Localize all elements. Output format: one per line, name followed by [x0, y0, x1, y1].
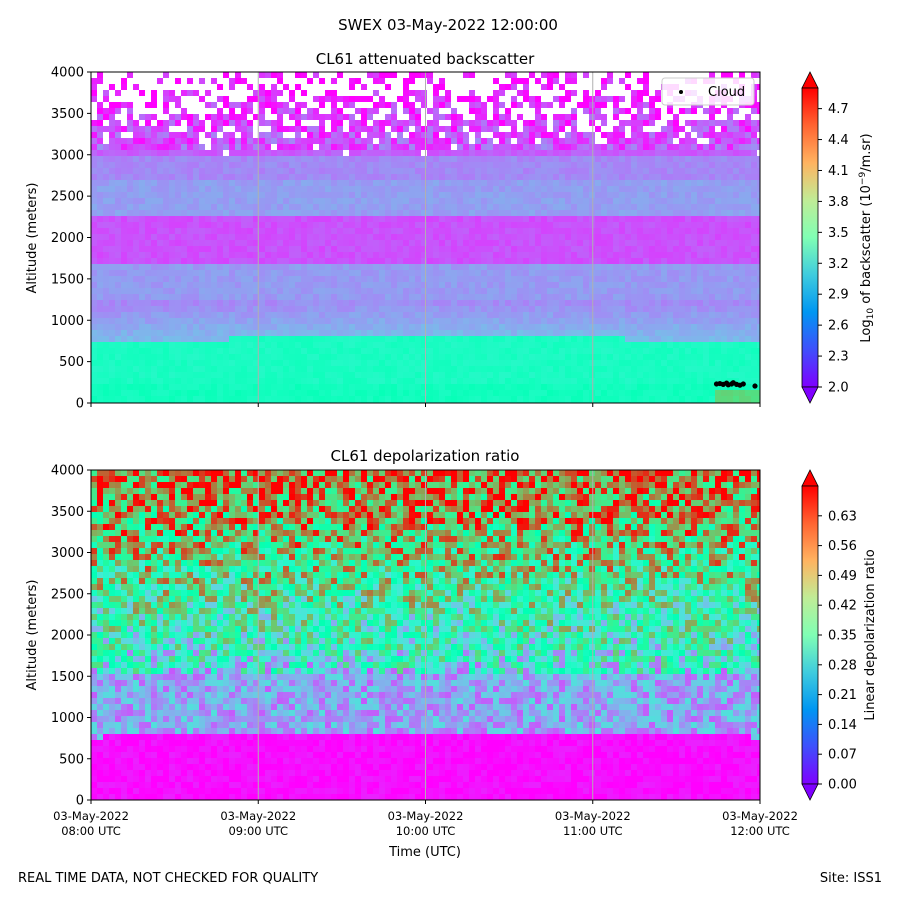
figure-suptitle: SWEX 03-May-2022 12:00:00 — [338, 16, 558, 34]
depolarization-y-axis: 0 500 1000 1500 2000 2500 3000 3500 4000 — [51, 464, 91, 809]
y-tick-label: 3500 — [51, 505, 84, 520]
colorbar-tick-label: 0.63 — [828, 509, 857, 524]
backscatter-title: CL61 attenuated backscatter — [316, 50, 535, 68]
colorbar-tick-label: 0.56 — [828, 539, 857, 554]
footer-site: Site: ISS1 — [820, 871, 882, 886]
colorbar-tick-label: 0.42 — [828, 599, 857, 614]
x-tick-time: 10:00 UTC — [396, 824, 456, 838]
depolarization-panel: CL61 depolarization ratio 0 500 1000 1500 20… — [25, 447, 878, 860]
y-tick-label: 1500 — [51, 272, 84, 287]
y-tick-label: 1000 — [51, 314, 84, 329]
depolarization-colorbar: 0.00 0.07 0.14 0.21 0.28 0.35 0.42 0.49 0.56 0.63… — [801, 469, 878, 801]
colorbar-tick-label: 3.8 — [828, 195, 849, 210]
colorbar-tick-label: 0.00 — [828, 778, 857, 793]
cloud-legend[interactable]: Cloud — [661, 77, 755, 106]
footer-disclaimer: REAL TIME DATA, NOT CHECKED FOR QUALITY — [18, 871, 318, 886]
x-tick-time: 08:00 UTC — [61, 824, 121, 838]
depolarization-heatmap — [91, 470, 760, 800]
depolarization-gridlines — [91, 470, 760, 800]
y-tick-label: 4000 — [51, 66, 84, 81]
y-tick-label: 500 — [59, 355, 84, 370]
y-tick-label: 2000 — [51, 629, 84, 644]
depolarization-colorbar-extend-min — [801, 783, 819, 801]
colorbar-tick-label: 2.6 — [828, 319, 849, 334]
depolarization-title: CL61 depolarization ratio — [331, 447, 520, 465]
y-tick-label: 3500 — [51, 107, 84, 122]
y-tick-label: 0 — [76, 397, 84, 412]
x-tick-date: 03-May-2022 — [722, 809, 798, 823]
backscatter-gridlines — [91, 72, 760, 403]
cloud-point — [752, 383, 758, 389]
x-axis-label: Time (UTC) — [388, 845, 461, 860]
x-tick-date: 03-May-2022 — [53, 809, 129, 823]
colorbar-tick-label: 0.21 — [828, 688, 857, 703]
colorbar-tick-label: 4.7 — [828, 102, 849, 117]
colorbar-tick-label: 2.3 — [828, 350, 849, 365]
x-tick-date: 03-May-2022 — [555, 809, 631, 823]
depolarization-colorbar-label: Linear depolarization ratio — [863, 549, 878, 720]
y-tick-label: 2000 — [51, 231, 84, 246]
colorbar-tick-label: 4.1 — [828, 164, 849, 179]
cloud-point — [740, 381, 746, 387]
colorbar-tick-label: 0.07 — [828, 748, 857, 763]
y-tick-label: 4000 — [51, 464, 84, 479]
x-tick-date: 03-May-2022 — [220, 809, 296, 823]
colorbar-tick-label: 2.0 — [828, 381, 849, 396]
colorbar-tick-label: 0.35 — [828, 629, 857, 644]
backscatter-ylabel: Altitude (meters) — [25, 183, 40, 294]
y-tick-label: 3000 — [51, 148, 84, 163]
cloud-legend-label: Cloud — [708, 85, 745, 100]
cloud-markers — [713, 380, 758, 389]
x-tick-time: 11:00 UTC — [563, 824, 623, 838]
colorbar-tick-label: 3.5 — [828, 226, 849, 241]
x-tick-date: 03-May-2022 — [388, 809, 464, 823]
cloud-legend-marker — [679, 90, 683, 94]
y-tick-label: 1500 — [51, 670, 84, 685]
backscatter-colorbar-label: Log10 of backscatter (10−9/m.sr) — [858, 133, 876, 342]
y-tick-label: 3000 — [51, 546, 84, 561]
colorbar-tick-label: 0.28 — [828, 658, 857, 673]
colorbar-tick-label: 3.2 — [828, 257, 849, 272]
y-tick-label: 500 — [59, 752, 84, 767]
backscatter-colorbar-extend-max — [801, 71, 819, 89]
x-tick-time: 09:00 UTC — [228, 824, 288, 838]
colorbar-tick-label: 4.4 — [828, 133, 849, 148]
x-tick-time: 12:00 UTC — [730, 824, 790, 838]
backscatter-y-axis: 0 500 1000 1500 2000 2500 3000 3500 4000 — [51, 66, 91, 412]
backscatter-x-ticks — [90, 403, 761, 407]
colorbar-tick-label: 0.49 — [828, 569, 857, 584]
depolarization-ylabel: Altitude (meters) — [25, 580, 40, 691]
colorbar-tick-label: 0.14 — [828, 718, 857, 733]
backscatter-heatmap — [91, 72, 760, 403]
colorbar-tick-label: 2.9 — [828, 288, 849, 303]
y-tick-label: 1000 — [51, 711, 84, 726]
depolarization-colorbar-extend-max — [801, 469, 819, 487]
backscatter-panel: CL61 attenuated backscatter 0 500 1000 1500… — [25, 50, 876, 412]
y-tick-label: 2500 — [51, 587, 84, 602]
y-tick-label: 2500 — [51, 190, 84, 205]
backscatter-colorbar-extend-min — [801, 386, 819, 404]
backscatter-colorbar: 2.0 2.3 2.6 2.9 3.2 3.5 3.8 4.1 4.4 4.7 Log10 of … — [801, 71, 876, 404]
y-tick-label: 0 — [76, 794, 84, 809]
